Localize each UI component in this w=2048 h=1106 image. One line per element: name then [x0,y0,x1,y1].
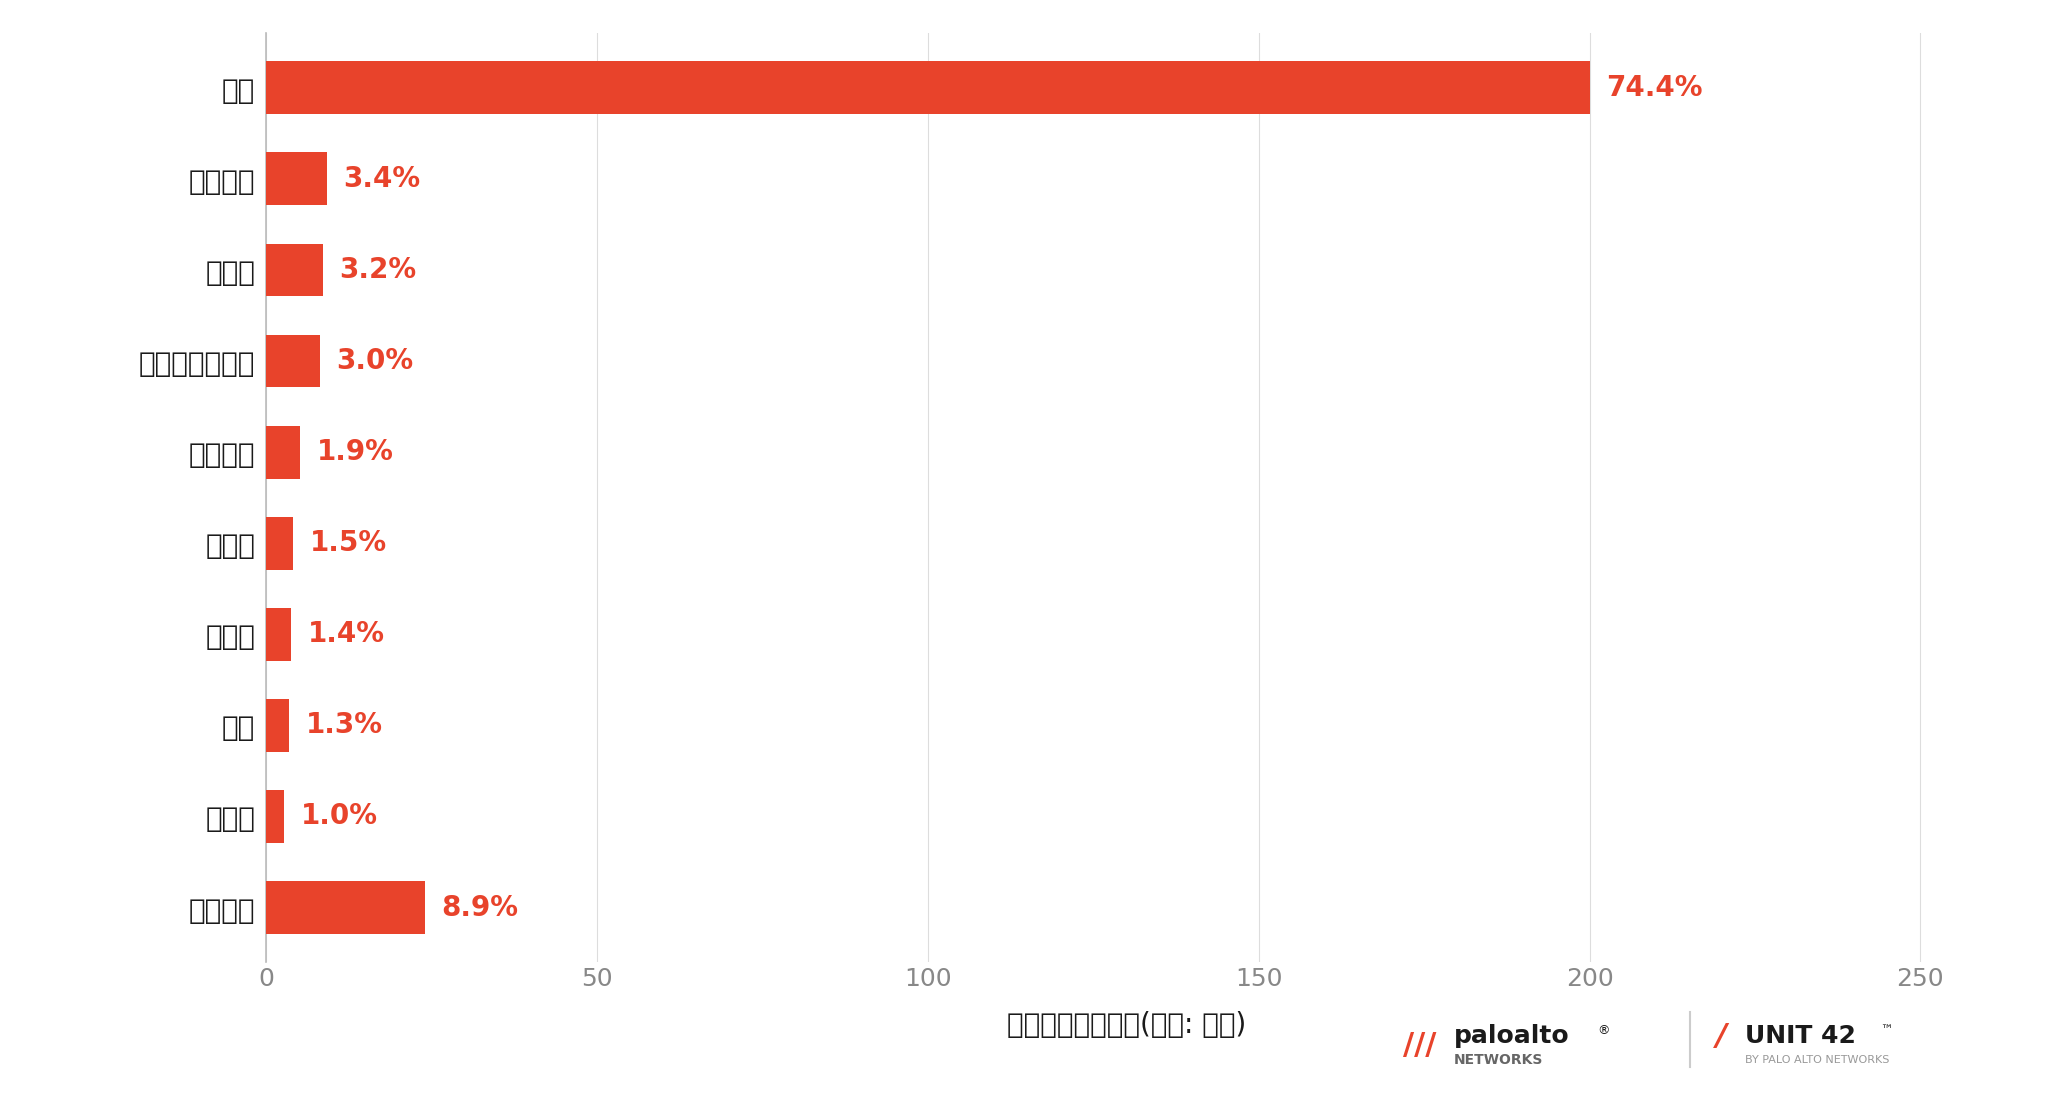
Text: 1.5%: 1.5% [309,530,387,557]
Text: BY PALO ALTO NETWORKS: BY PALO ALTO NETWORKS [1745,1054,1888,1065]
Bar [266,153,328,206]
Text: UNIT 42: UNIT 42 [1745,1024,1855,1048]
Bar [266,517,293,570]
Text: ///: /// [1403,1031,1436,1060]
Text: /: / [1716,1022,1726,1051]
Bar [266,881,426,933]
Bar [266,699,289,752]
Text: 1.3%: 1.3% [305,711,383,740]
Text: ™: ™ [1880,1024,1892,1037]
Text: NETWORKS: NETWORKS [1454,1053,1544,1066]
Text: 3.0%: 3.0% [336,347,414,375]
Bar [266,426,299,479]
Text: 74.4%: 74.4% [1606,74,1702,102]
Text: 3.4%: 3.4% [344,165,420,192]
Text: 1.0%: 1.0% [301,803,377,831]
Text: paloalto: paloalto [1454,1024,1569,1048]
Text: 1.9%: 1.9% [317,438,393,466]
Bar [266,790,285,843]
X-axis label: 攻撃セッション数(単位: 百万): 攻撃セッション数(単位: 百万) [1008,1011,1245,1039]
Text: 3.2%: 3.2% [340,255,418,284]
Text: 8.9%: 8.9% [442,894,518,921]
Bar [266,335,319,387]
Bar [266,243,324,296]
Text: ®: ® [1597,1024,1610,1037]
Text: 1.4%: 1.4% [307,620,385,648]
Bar [266,608,291,660]
Bar [266,62,1589,114]
